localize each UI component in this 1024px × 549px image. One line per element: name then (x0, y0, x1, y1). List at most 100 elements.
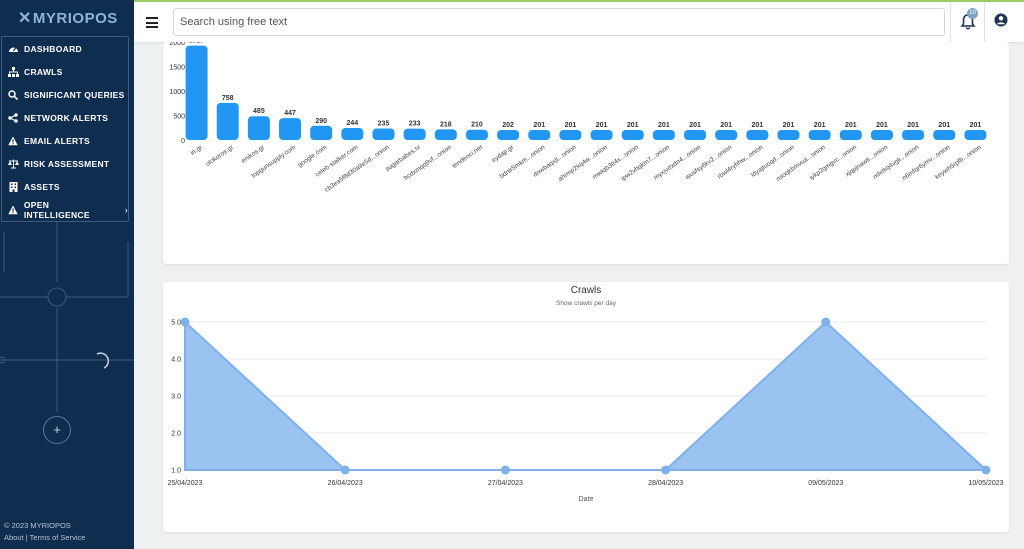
y-tick-label: 5.0 (171, 320, 181, 327)
x-tick-label: 26/04/2023 (328, 480, 363, 487)
y-tick-label: 4.0 (171, 357, 181, 364)
bar-value-label: 218 (440, 121, 452, 128)
sidebar-item-open-intelligence[interactable]: OPEN INTELLIGENCE › (2, 198, 128, 221)
bar (964, 130, 987, 140)
bar-value-label: 201 (845, 122, 857, 129)
bar-value-label: 244 (347, 120, 359, 127)
bar (310, 125, 333, 140)
bar (497, 130, 520, 140)
divider (950, 2, 951, 44)
bar-value-label: 210 (471, 122, 483, 129)
sidebar-item-label: CRAWLS (24, 66, 63, 77)
x-tick-label: 27/04/2023 (488, 480, 523, 487)
bar-value-label: 201 (752, 122, 764, 129)
x-tick-label: olokoros.gr (205, 143, 236, 168)
bar (590, 130, 613, 140)
gauge-icon (7, 43, 19, 55)
sidebar-item-dashboard[interactable]: DASHBOARD (2, 37, 128, 60)
y-tick-label: 1500 (169, 65, 185, 72)
data-point (340, 465, 350, 475)
divider (984, 2, 985, 44)
hamburger-icon[interactable] (146, 17, 158, 28)
sitemap-icon (7, 66, 19, 78)
x-axis-label: Date (579, 496, 594, 503)
footer-separator: | (23, 533, 30, 542)
chart-title: Crawls (571, 285, 602, 296)
top-bar: 10 (134, 0, 1024, 44)
chevron-right-icon: › (124, 204, 128, 215)
bar-value-label: 201 (970, 122, 982, 129)
bar-value-label: 235 (378, 120, 390, 127)
logo-text: MYRIOPOS (32, 9, 118, 27)
x-tick-label: eydap.gr (491, 143, 516, 164)
terms-link[interactable]: Terms of Service (29, 533, 86, 542)
sidebar-item-network-alerts[interactable]: NETWORK ALERTS (2, 106, 128, 129)
x-tick-label: cb3ea5f8d30a9e5d...onion (324, 144, 391, 194)
bar-value-label: 201 (627, 122, 639, 129)
y-tick-label: 1.0 (171, 468, 181, 475)
sidebar-item-risk-assessment[interactable]: RISK ASSESSMENT (2, 152, 128, 175)
bar (715, 130, 738, 140)
x-tick-label: 09/05/2023 (808, 480, 843, 487)
bar (403, 128, 426, 140)
bar (808, 130, 831, 140)
x-tick-label: 10/05/2023 (968, 480, 1003, 487)
bar (185, 45, 208, 141)
bar (621, 130, 644, 140)
bar (341, 128, 364, 140)
sidebar-menu: DASHBOARD CRAWLS SIGNIFICANT QUERIES NET… (1, 36, 129, 222)
user-circle-icon[interactable] (994, 13, 1008, 27)
bar-value-label: 201 (658, 122, 670, 129)
sidebar-item-crawls[interactable]: CRAWLS (2, 60, 128, 83)
bar-value-label: 201 (720, 122, 732, 129)
app-logo[interactable]: ✕ MYRIOPOS (18, 8, 118, 28)
x-tick-label: tendenci.net (451, 144, 484, 170)
bar-value-label: 447 (284, 110, 296, 117)
crawls-card: Crawls Show crawls per day 1.0 2.0 3.0 4.0 5.0… (163, 282, 1009, 532)
sidebar-item-label: OPEN INTELLIGENCE (23, 199, 90, 220)
bar-value-label: 758 (222, 95, 234, 102)
bar (372, 128, 395, 140)
sidebar-item-assets[interactable]: ASSETS (2, 175, 128, 198)
data-point (981, 465, 991, 475)
bar (777, 130, 800, 140)
warning-icon (7, 204, 19, 216)
data-point (821, 317, 831, 327)
bar-value-label: 201 (876, 122, 888, 129)
bar (684, 130, 707, 140)
x-tick-label: 28/04/2023 (648, 480, 683, 487)
x-tick-label: in.gr (189, 143, 204, 156)
bar-value-label: 201 (565, 122, 577, 129)
plus-icon: + (53, 422, 61, 437)
search-input[interactable] (173, 8, 945, 36)
top-domains-card: 0 500 1000 1500 2000 1927 in.gr 758 olokoros.gr 4… (163, 38, 1009, 264)
sidebar-item-label: RISK ASSESSMENT (24, 158, 110, 169)
sidebar-footer: © 2023 MYRIOPOS About | Terms of Service (4, 520, 85, 544)
bar-value-label: 201 (938, 122, 950, 129)
bar-value-label: 201 (596, 122, 608, 129)
bar-value-label: 201 (814, 122, 826, 129)
bar-value-label: 233 (409, 121, 421, 128)
bar (216, 102, 239, 140)
logo-mark-icon: ✕ (18, 10, 32, 27)
x-tick-label: 25/04/2023 (167, 480, 202, 487)
y-tick-label: 1000 (169, 89, 185, 96)
bar (247, 116, 270, 140)
bar-value-label: 1927 (189, 42, 205, 45)
about-link[interactable]: About (4, 533, 24, 542)
bar-value-label: 290 (315, 118, 327, 125)
y-tick-label: 3.0 (171, 394, 181, 401)
add-button[interactable]: + (43, 416, 71, 444)
sidebar-item-label: EMAIL ALERTS (24, 135, 90, 146)
bar-value-label: 201 (907, 122, 919, 129)
building-icon (7, 181, 19, 193)
bar-chart: 0 500 1000 1500 2000 1927 in.gr 758 olokoros.gr 4… (169, 38, 987, 194)
crawls-chart: Crawls Show crawls per day 1.0 2.0 3.0 4.0 5.0… (167, 285, 1003, 503)
sidebar-item-label: SIGNIFICANT QUERIES (24, 89, 125, 100)
sidebar-item-email-alerts[interactable]: EMAIL ALERTS (2, 129, 128, 152)
sidebar-item-label: DASHBOARD (24, 43, 82, 54)
sidebar-item-significant-queries[interactable]: SIGNIFICANT QUERIES (2, 83, 128, 106)
bar (902, 130, 925, 140)
sidebar-item-label: NETWORK ALERTS (24, 112, 109, 123)
bar (652, 130, 675, 140)
